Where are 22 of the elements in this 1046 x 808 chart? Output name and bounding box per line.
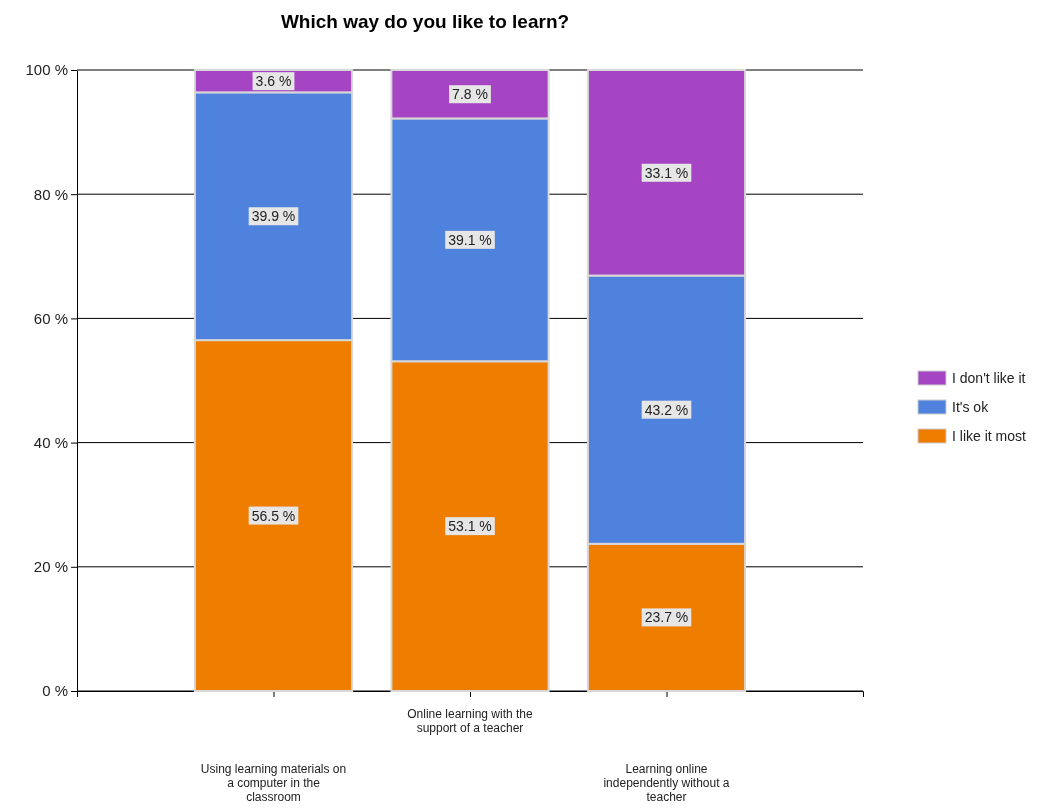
y-tick-label: 0 %	[42, 682, 68, 700]
x-tick-label: Using learning materials on a computer in the classroom	[200, 762, 347, 804]
data-label: 39.1 %	[448, 231, 492, 248]
data-label: 53.1 %	[448, 518, 492, 535]
y-tick-label: 80 %	[33, 185, 68, 203]
y-tick-label: 40 %	[33, 433, 68, 451]
chart-title: Which way do you like to learn?	[280, 11, 570, 32]
data-label: 7.8 %	[452, 86, 488, 103]
data-label: 23.7 %	[644, 609, 689, 626]
data-label: 43.2 %	[644, 401, 689, 418]
x-tick-label: Learning online independently without a teacher	[603, 762, 730, 804]
data-label: 33.1 %	[644, 164, 689, 181]
legend-label: I like it most	[952, 428, 1027, 444]
data-label: 3.6 %	[255, 73, 292, 90]
legend-label: It's ok	[952, 399, 990, 415]
data-label: 56.5 %	[251, 507, 296, 524]
y-tick-label: 20 %	[33, 558, 68, 576]
y-tick-label: 60 %	[33, 309, 68, 327]
y-tick-label: 100 %	[25, 61, 68, 79]
legend-label: I don't like it	[952, 370, 1026, 386]
data-label: 39.9 %	[251, 208, 296, 225]
x-tick-label: Online learning with the support of a teacher	[407, 707, 534, 735]
